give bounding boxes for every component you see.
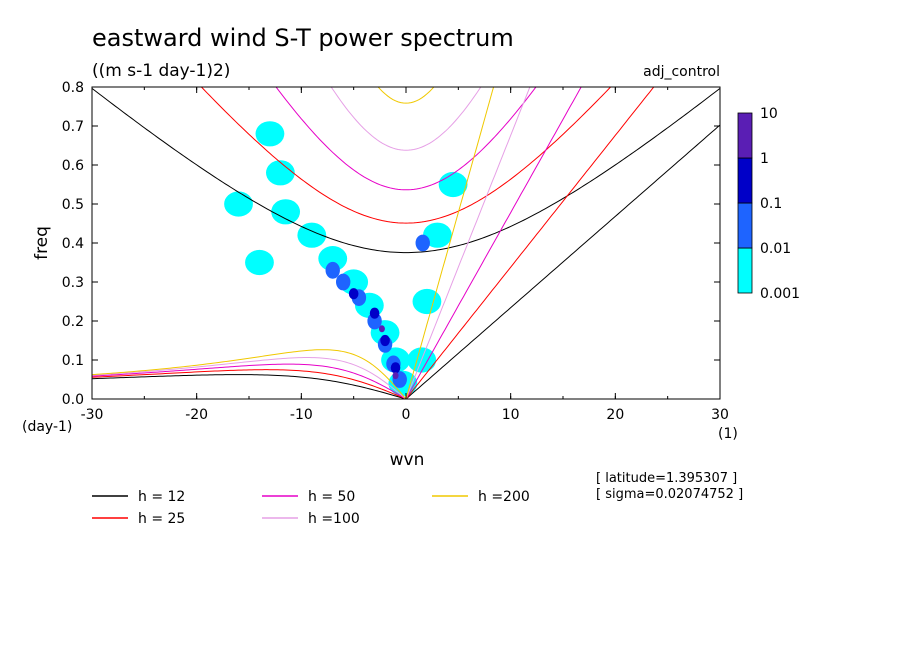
y-tick-label-7: 0.7	[62, 119, 84, 135]
spectrum-blob-24	[369, 307, 380, 319]
colorbar-swatch-2	[737, 157, 753, 204]
spectrum-blob-27	[348, 288, 359, 300]
spectrum-blob-8	[266, 160, 295, 186]
rossby-curve-1	[92, 369, 407, 399]
y-tick-label-1: 0.1	[62, 353, 84, 369]
spectrum-blob-2	[318, 246, 348, 272]
legend: h = 12 h = 25 h = 50 h =100 h =200	[92, 489, 530, 527]
spectrum-blob-0	[271, 199, 301, 225]
spectrum-blob-26	[390, 362, 401, 374]
y-axis-ticks: 0.0 0.1 0.2 0.3 0.4 0.5 0.6 0.7 0.8	[62, 80, 720, 408]
gravity-curve-3	[330, 87, 482, 151]
spectrum-blob-23	[415, 234, 430, 252]
colorbar-label-1: 0.01	[760, 241, 791, 257]
spectrum-blob-22	[325, 261, 340, 279]
spectrum-blob-25	[380, 334, 390, 347]
dispersion-curves	[92, 87, 720, 399]
spectrum-blob-12	[423, 222, 452, 248]
spectrum-blob-13	[438, 171, 468, 198]
spectrum-blob-28	[378, 325, 385, 333]
kelvin-curve-4	[405, 87, 495, 399]
kelvin-curve-0	[405, 124, 720, 399]
gravity-curve-1	[200, 87, 612, 224]
y-tick-label-0: 0.0	[62, 392, 84, 408]
colorbar-label-3: 1	[760, 151, 769, 167]
y-axis-unit: (day-1)	[22, 419, 72, 435]
x-tick-label-6: 30	[711, 407, 729, 423]
y-tick-label-4: 0.4	[62, 236, 84, 252]
colorbar: 0.001 0.01 0.1 1 10	[737, 106, 800, 302]
x-tick-label-1: -20	[185, 407, 208, 423]
kelvin-curve-1	[405, 87, 655, 399]
latitude-annotation: [ latitude=1.395307 ]	[596, 471, 737, 486]
y-tick-label-2: 0.2	[62, 314, 84, 330]
gravity-curve-4	[377, 87, 435, 104]
kelvin-curve-3	[405, 87, 531, 399]
spectrum-blob-1	[297, 222, 327, 248]
chart-title: eastward wind S-T power spectrum	[92, 24, 514, 52]
gravity-curve-0	[92, 87, 720, 254]
colorbar-swatch-0	[737, 247, 753, 294]
legend-label-1: h = 25	[138, 511, 185, 527]
spectrum-contours	[224, 121, 468, 396]
spectrum-blob-11	[224, 191, 253, 217]
rossby-curve-2	[92, 363, 407, 399]
gravity-curve-2	[275, 87, 537, 191]
colorbar-swatch-3	[737, 112, 753, 159]
rossby-curve-0	[92, 374, 407, 399]
y-tick-label-5: 0.5	[62, 197, 84, 213]
legend-label-4: h =200	[478, 489, 530, 505]
spectrum-blob-16	[336, 273, 351, 291]
legend-label-3: h =100	[308, 511, 360, 527]
colorbar-swatch-1	[737, 202, 753, 249]
y-axis-label: freq	[32, 226, 52, 260]
y-tick-label-6: 0.6	[62, 158, 84, 174]
x-tick-label-5: 20	[606, 407, 624, 423]
x-tick-label-2: -10	[290, 407, 313, 423]
rossby-curve-3	[92, 357, 407, 399]
x-axis-label: wvn	[390, 450, 425, 470]
x-axis-ticks: -30 -20 -10 0 10 20 30	[81, 87, 729, 423]
colorbar-label-4: 10	[760, 106, 778, 122]
spectrum-blob-9	[255, 121, 285, 147]
y-tick-label-8: 0.8	[62, 80, 84, 96]
run-label: adj_control	[643, 64, 720, 80]
chart-subtitle: ((m s-1 day-1)2)	[92, 61, 230, 81]
x-tick-label-0: -30	[81, 407, 104, 423]
legend-label-2: h = 50	[308, 489, 355, 505]
x-tick-label-4: 10	[502, 407, 520, 423]
kelvin-curve-2	[405, 87, 582, 399]
colorbar-label-2: 0.1	[760, 196, 782, 212]
spectrum-blob-14	[412, 288, 442, 315]
y-tick-label-3: 0.3	[62, 275, 84, 291]
colorbar-label-0: 0.001	[760, 286, 800, 302]
spectrum-blob-29	[392, 372, 399, 380]
spectrum-blob-10	[245, 249, 274, 276]
legend-label-0: h = 12	[138, 489, 185, 505]
x-tick-label-3: 0	[402, 407, 411, 423]
rossby-curve-4	[92, 349, 407, 399]
sigma-annotation: [ sigma=0.02074752 ]	[596, 487, 743, 502]
x-axis-unit: (1)	[718, 426, 738, 442]
